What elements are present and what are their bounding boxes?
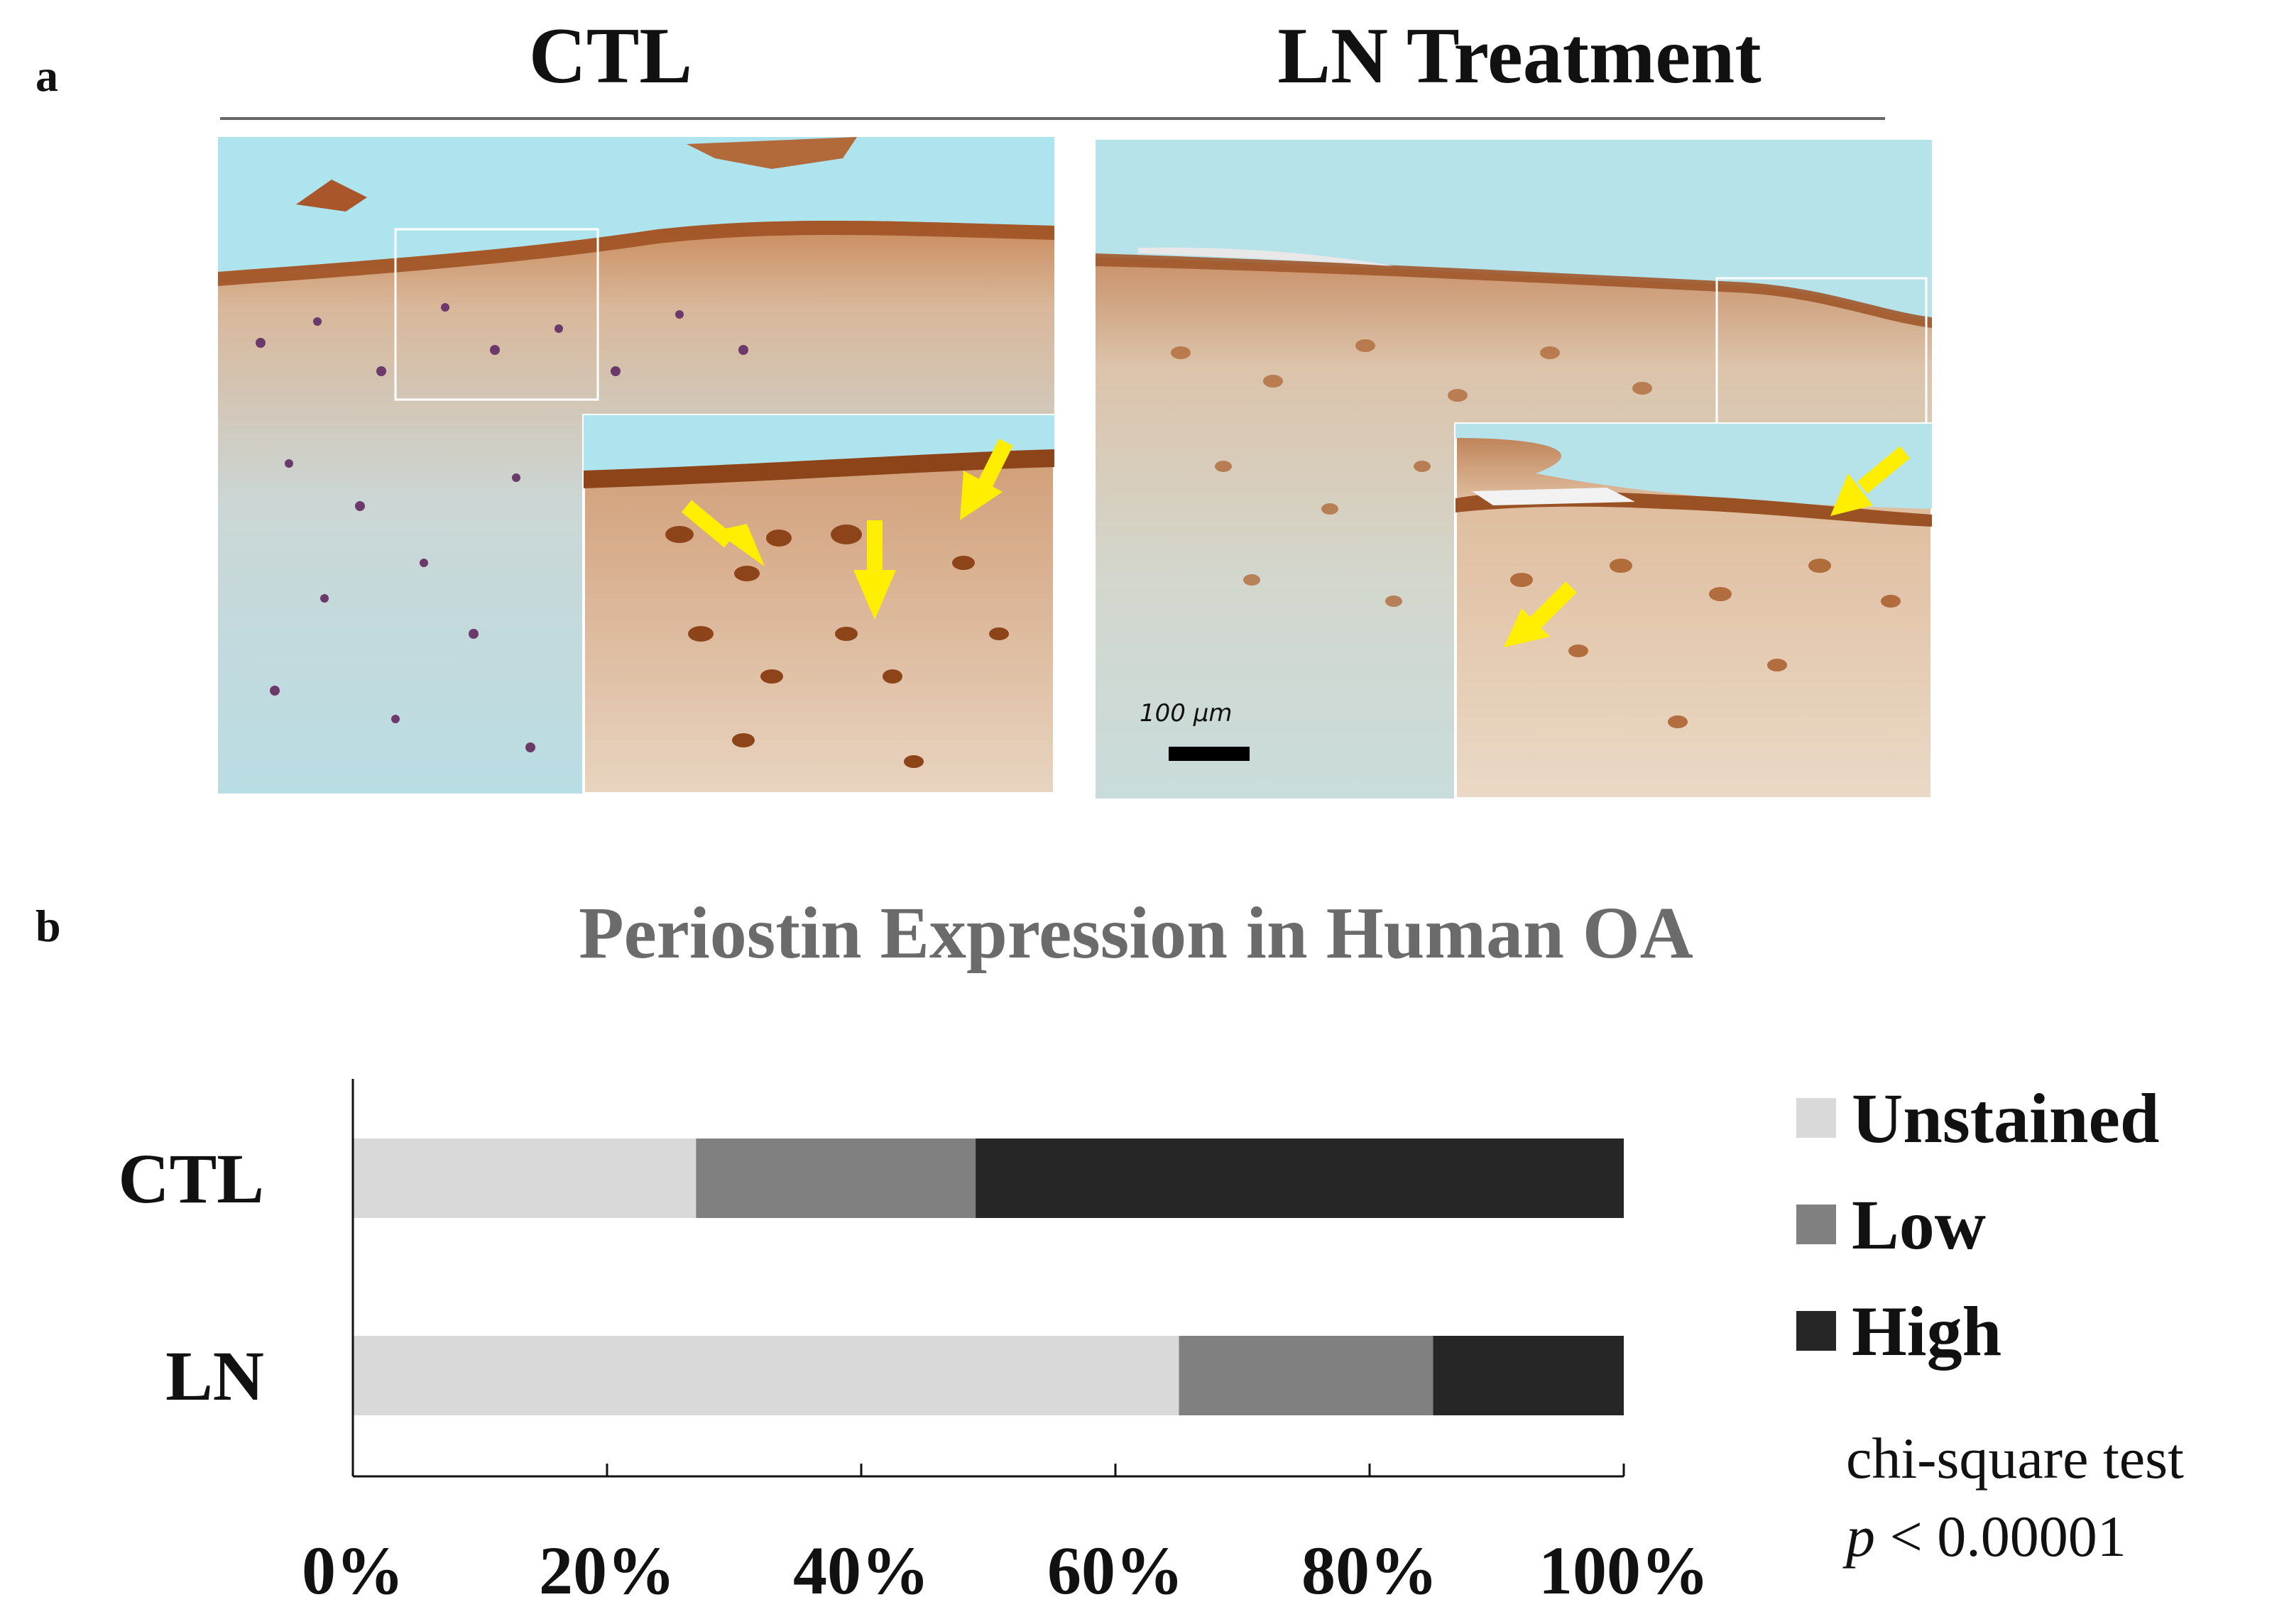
ctl-roi-box	[394, 228, 599, 401]
bar-ctl-unstained	[353, 1139, 697, 1218]
legend-item-high: High	[1796, 1278, 2159, 1384]
category-label-ln: LN	[165, 1337, 264, 1415]
x-tick-label-5: 100%	[1539, 1532, 1709, 1608]
legend-item-unstained: Unstained	[1796, 1065, 2159, 1171]
panel-a-letter: a	[36, 50, 58, 101]
ln-inset-arrows	[1504, 446, 1911, 647]
x-tick-label-0: 0%	[302, 1532, 404, 1608]
p-value-text: < 0.00001	[1875, 1504, 2126, 1569]
x-tick-label-3: 60%	[1047, 1532, 1184, 1608]
ln-inset	[1454, 422, 1932, 799]
bar-ctl-low	[696, 1139, 976, 1218]
p-symbol: p	[1846, 1504, 1875, 1569]
x-tick-label-4: 80%	[1301, 1532, 1438, 1608]
scale-bar	[1169, 747, 1250, 761]
chart-title: Periostin Expression in Human OA	[579, 892, 1693, 974]
panel-a-title-rule	[220, 117, 1885, 120]
bar-ln-low	[1179, 1336, 1433, 1415]
ln-micrograph	[1096, 140, 1932, 799]
legend-label-unstained: Unstained	[1852, 1078, 2160, 1158]
x-tick-label-1: 20%	[539, 1532, 675, 1608]
ctl-micrograph	[218, 137, 1054, 794]
ln-treatment-column-title: LN Treatment	[1277, 12, 1762, 100]
bar-ln-unstained	[353, 1336, 1179, 1415]
stat-p-value: p < 0.00001	[1846, 1498, 2184, 1576]
ctl-inset-arrows	[681, 439, 1013, 620]
bar-ln-high	[1433, 1336, 1624, 1415]
ctl-fragment-left	[296, 180, 367, 212]
ctl-chondrocytes	[256, 303, 748, 752]
legend-item-low: Low	[1796, 1171, 2159, 1278]
legend-swatch-low	[1796, 1205, 1836, 1244]
legend-swatch-high	[1796, 1311, 1836, 1351]
legend-label-low: Low	[1852, 1185, 1986, 1264]
ln-cleft	[1138, 247, 1394, 266]
category-label-ctl: CTL	[118, 1139, 264, 1218]
ctl-surface-stain	[218, 221, 1054, 286]
panel-b-letter: b	[36, 901, 61, 951]
legend-swatch-unstained	[1796, 1098, 1836, 1138]
statistics-annotation: chi-square test p < 0.00001	[1846, 1420, 2184, 1576]
bar-ctl-high	[976, 1139, 1624, 1218]
stat-test-name: chi-square test	[1846, 1426, 2184, 1491]
ctl-fragment-top	[687, 137, 857, 169]
ctl-inset	[582, 414, 1054, 794]
x-tick-label-2: 40%	[793, 1532, 929, 1608]
scale-bar-label: 100 µm	[1140, 699, 1233, 728]
chart-legend: Unstained Low High	[1796, 1065, 2159, 1384]
ln-surface-stain	[1096, 253, 1932, 328]
legend-label-high: High	[1852, 1291, 2002, 1371]
ctl-column-title: CTL	[528, 12, 693, 100]
